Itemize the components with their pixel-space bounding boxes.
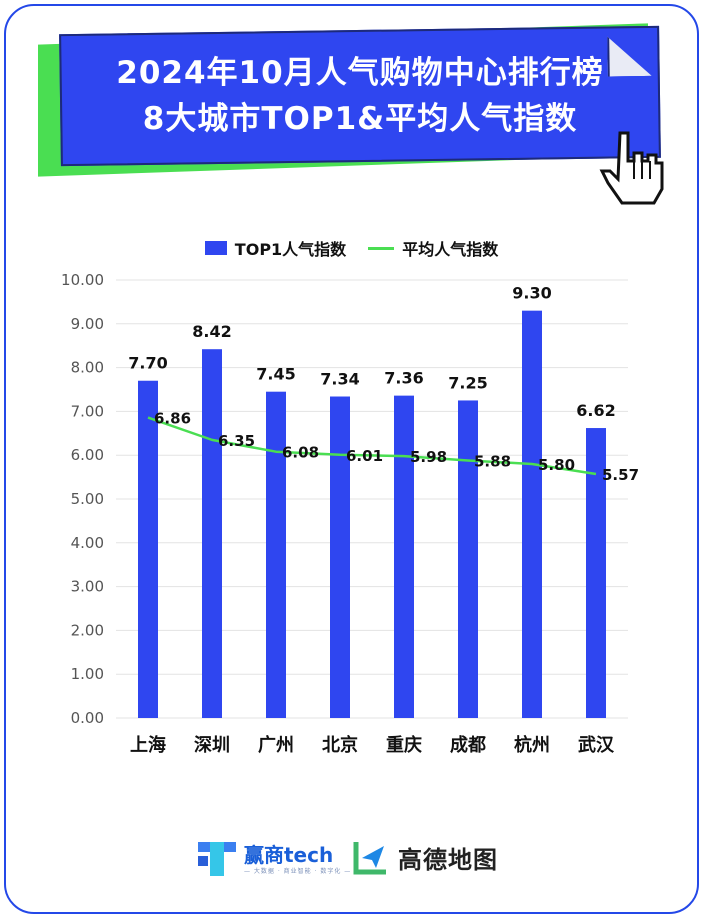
page-title: 2024年10月人气购物中心排行榜 8大城市TOP1&平均人气指数 — [60, 30, 660, 162]
chart-legend: TOP1人气指数 平均人气指数 — [0, 236, 703, 260]
line-value-label: 5.98 — [410, 448, 447, 466]
y-tick-label: 9.00 — [71, 315, 104, 333]
title-banner: 2024年10月人气购物中心排行榜 8大城市TOP1&平均人气指数 — [30, 22, 670, 205]
x-category-label: 深圳 — [194, 734, 230, 756]
line-value-label: 5.57 — [602, 466, 639, 484]
x-category-label: 重庆 — [386, 734, 422, 756]
x-category-label: 广州 — [258, 734, 294, 756]
line-value-label: 5.88 — [474, 452, 511, 470]
legend-label-average: 平均人气指数 — [402, 240, 499, 259]
line-value-label: 6.35 — [218, 432, 255, 450]
legend-label-top1: TOP1人气指数 — [234, 240, 347, 259]
bar-value-label: 7.45 — [256, 365, 295, 384]
y-tick-label: 7.00 — [71, 402, 104, 420]
bar — [266, 391, 286, 718]
yingshang-logo: 赢商tech — 大数据 · 商业智能 · 数字化 — — [196, 838, 351, 880]
bar — [522, 310, 542, 718]
bar-value-label: 7.25 — [448, 373, 487, 392]
amap-logo-icon — [353, 842, 386, 875]
y-tick-label: 3.00 — [71, 578, 104, 596]
footer-logos: 赢商tech — 大数据 · 商业智能 · 数字化 — 高德地图 — [0, 838, 703, 888]
yingshang-logo-text: 赢商tech — [244, 842, 334, 867]
bar-value-label: 7.34 — [320, 370, 359, 389]
hand-pointer-icon — [599, 131, 664, 205]
x-category-label: 上海 — [130, 734, 166, 756]
bar — [458, 400, 478, 718]
bar — [330, 396, 350, 718]
amap-logo: 高德地图 — [352, 838, 498, 876]
x-category-label: 成都 — [450, 734, 486, 756]
title-line-2: 8大城市TOP1&平均人气指数 — [142, 101, 578, 137]
legend-line-swatch — [368, 246, 395, 250]
y-tick-label: 4.00 — [71, 534, 104, 552]
bar-value-label: 9.30 — [512, 284, 551, 303]
legend-item-top1: TOP1人气指数 — [204, 236, 347, 260]
x-category-label: 武汉 — [578, 735, 615, 756]
title-line-1: 2024年10月人气购物中心排行榜 — [116, 55, 604, 91]
bar-value-label: 6.62 — [576, 401, 615, 420]
line-value-label: 6.08 — [282, 444, 319, 462]
line-value-label: 5.80 — [538, 456, 575, 474]
line-value-label: 6.86 — [154, 410, 191, 428]
bar-value-label: 8.42 — [192, 322, 231, 341]
y-tick-label: 6.00 — [71, 446, 104, 464]
y-tick-label: 8.00 — [71, 359, 104, 377]
legend-item-average: 平均人气指数 — [368, 236, 498, 260]
y-tick-label: 1.00 — [71, 665, 104, 683]
y-tick-label: 5.00 — [71, 490, 104, 508]
x-category-label: 杭州 — [514, 734, 550, 756]
average-line — [147, 416, 597, 476]
bar — [138, 380, 158, 718]
bar-value-label: 7.36 — [384, 369, 423, 388]
bar — [586, 428, 606, 718]
amap-logo-text: 高德地图 — [398, 845, 498, 874]
bar — [202, 349, 222, 718]
bar-line-chart: 0.00 1.00 2.00 3.00 4.00 5.00 6.00 7.00 8.00 9.00… — [61, 271, 639, 756]
x-category-label: 北京 — [322, 734, 358, 756]
legend-bar-swatch — [204, 241, 227, 255]
yingshang-logo-subtext: — 大数据 · 商业智能 · 数字化 — — [244, 867, 352, 875]
bar-value-label: 7.70 — [128, 354, 167, 373]
line-value-label: 6.01 — [346, 447, 383, 465]
bar — [394, 395, 414, 718]
y-tick-label: 10.00 — [61, 271, 104, 289]
y-tick-label: 0.00 — [71, 709, 104, 727]
y-tick-label: 2.00 — [71, 621, 104, 639]
yingshang-logo-icon — [198, 842, 236, 876]
